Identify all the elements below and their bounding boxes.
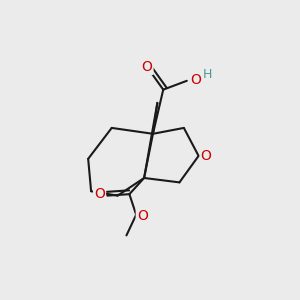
Text: O: O <box>142 60 152 74</box>
Text: O: O <box>137 209 148 223</box>
Text: O: O <box>190 73 202 87</box>
Text: O: O <box>94 187 105 201</box>
Text: H: H <box>203 68 212 81</box>
Text: O: O <box>201 149 212 163</box>
